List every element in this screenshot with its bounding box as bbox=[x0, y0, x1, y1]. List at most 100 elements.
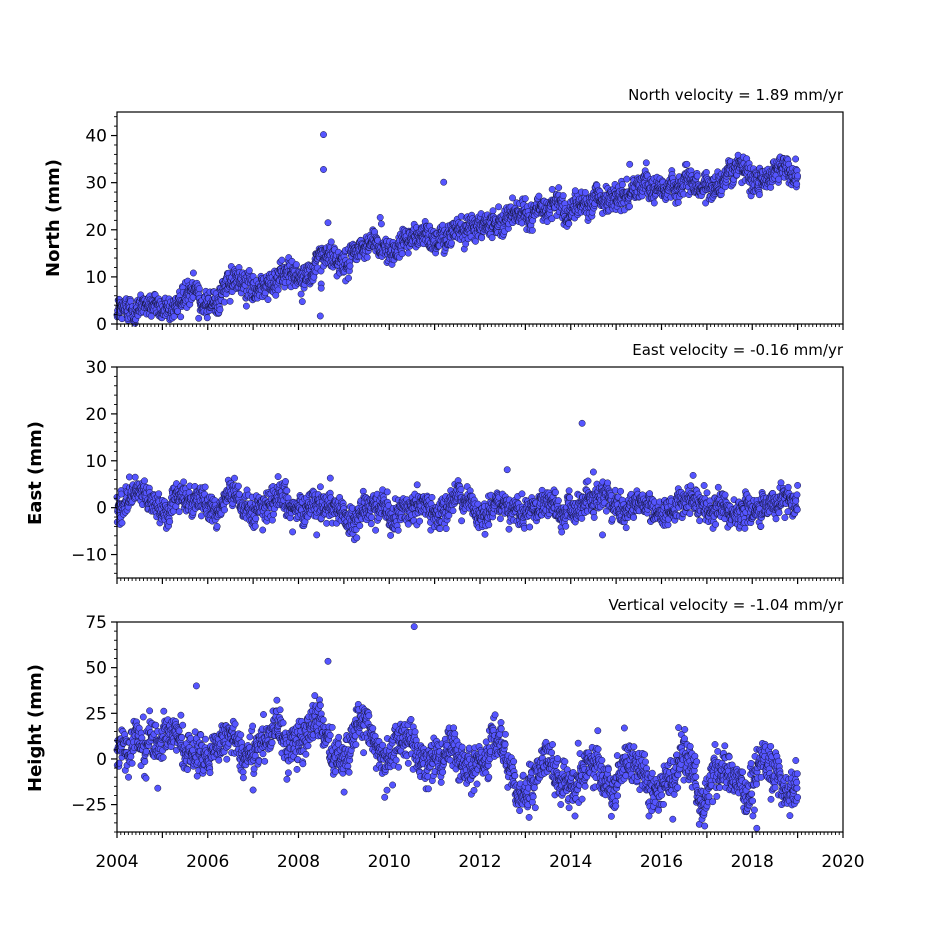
data-point bbox=[562, 522, 570, 530]
data-point bbox=[458, 517, 466, 525]
data-point bbox=[353, 534, 361, 542]
data-point bbox=[686, 510, 694, 518]
data-point bbox=[784, 483, 792, 491]
data-point bbox=[674, 198, 682, 206]
data-point bbox=[565, 220, 573, 228]
data-point bbox=[195, 285, 203, 293]
outlier-point bbox=[317, 284, 325, 292]
data-point bbox=[650, 199, 658, 207]
data-point bbox=[245, 267, 253, 274]
east-velocity-label: East velocity = -0.16 mm/yr bbox=[632, 341, 844, 359]
data-point bbox=[177, 313, 185, 321]
data-point bbox=[757, 522, 765, 530]
data-point bbox=[398, 250, 406, 258]
data-point bbox=[703, 489, 711, 497]
data-point bbox=[367, 520, 375, 528]
data-point bbox=[448, 239, 455, 247]
data-point bbox=[712, 520, 720, 528]
data-point bbox=[590, 514, 598, 521]
data-point bbox=[794, 172, 802, 180]
y-tick-label: 40 bbox=[85, 127, 107, 147]
y-tick-label: 20 bbox=[85, 221, 107, 241]
outlier-point bbox=[272, 291, 280, 299]
data-point bbox=[416, 517, 424, 525]
data-point bbox=[268, 516, 276, 524]
data-point bbox=[772, 515, 780, 523]
outlier-point bbox=[320, 166, 327, 173]
data-point bbox=[363, 253, 371, 261]
north-ylabel: North (mm) bbox=[43, 159, 64, 277]
data-point bbox=[792, 155, 800, 163]
data-point bbox=[345, 274, 352, 282]
data-point bbox=[793, 180, 801, 188]
data-point bbox=[626, 202, 633, 210]
y-tick-label: 10 bbox=[85, 452, 107, 472]
data-point bbox=[693, 172, 701, 180]
data-point bbox=[213, 522, 221, 530]
data-point bbox=[505, 525, 513, 533]
data-point bbox=[481, 530, 489, 538]
data-point bbox=[777, 479, 785, 487]
data-point bbox=[528, 226, 536, 234]
outlier-point bbox=[324, 219, 332, 227]
data-point bbox=[203, 314, 211, 322]
outlier-point bbox=[316, 312, 324, 320]
data-point bbox=[394, 526, 402, 534]
y-tick-label: 10 bbox=[85, 268, 107, 288]
data-point bbox=[298, 298, 306, 306]
y-tick-label: 0 bbox=[96, 499, 107, 519]
outlier-point bbox=[372, 526, 380, 534]
data-point bbox=[282, 478, 289, 485]
data-point bbox=[578, 514, 586, 522]
data-point bbox=[180, 478, 188, 486]
data-point bbox=[721, 491, 729, 499]
data-point bbox=[485, 521, 493, 529]
data-point bbox=[608, 515, 616, 523]
data-point bbox=[442, 525, 450, 533]
data-point bbox=[683, 160, 691, 168]
data-point bbox=[216, 306, 224, 314]
data-point bbox=[781, 514, 789, 522]
data-point bbox=[642, 159, 650, 167]
data-point bbox=[413, 481, 421, 489]
data-point bbox=[155, 490, 163, 498]
data-point bbox=[755, 191, 763, 199]
data-point bbox=[617, 487, 625, 495]
data-point bbox=[792, 497, 800, 505]
data-point bbox=[125, 473, 133, 481]
data-point bbox=[231, 474, 238, 482]
data-point bbox=[141, 477, 148, 485]
y-tick-label: 20 bbox=[85, 405, 107, 425]
data-point bbox=[234, 482, 242, 490]
data-point bbox=[618, 181, 626, 189]
data-point bbox=[292, 261, 300, 269]
data-point bbox=[535, 192, 543, 200]
data-point bbox=[283, 487, 291, 495]
data-point bbox=[221, 506, 228, 514]
data-point bbox=[775, 509, 783, 517]
outlier-point bbox=[578, 419, 586, 427]
data-point bbox=[623, 175, 631, 183]
data-point bbox=[436, 525, 444, 533]
data-point bbox=[264, 296, 272, 304]
data-point bbox=[495, 203, 503, 211]
data-point bbox=[696, 517, 704, 525]
outlier-point bbox=[195, 314, 203, 322]
data-point bbox=[174, 307, 182, 315]
data-point bbox=[700, 482, 708, 489]
data-point bbox=[566, 494, 574, 502]
data-point bbox=[189, 269, 197, 277]
outlier-point bbox=[558, 528, 566, 536]
data-point bbox=[383, 488, 391, 496]
data-point bbox=[552, 488, 559, 496]
data-point bbox=[488, 234, 496, 242]
data-point bbox=[793, 491, 801, 499]
data-point bbox=[767, 183, 775, 191]
outlier-point bbox=[503, 466, 511, 474]
outlier-point bbox=[599, 531, 606, 539]
data-point bbox=[489, 207, 497, 215]
data-point bbox=[581, 189, 589, 196]
